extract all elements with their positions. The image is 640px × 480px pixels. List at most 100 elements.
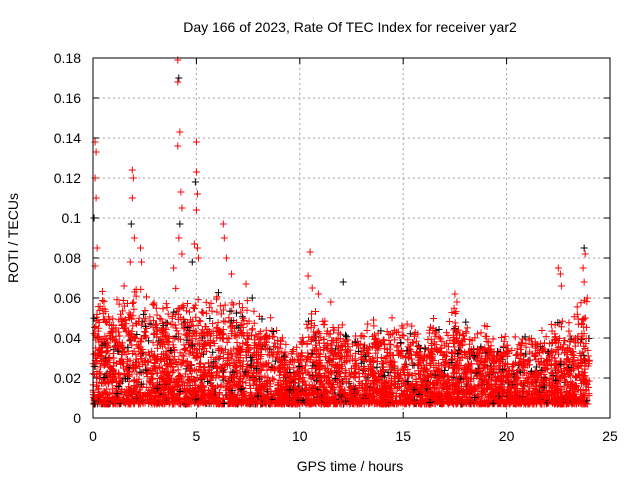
data-point: [405, 400, 413, 408]
data-point: [132, 396, 140, 404]
data-point: [461, 368, 469, 376]
data-point: [183, 300, 191, 308]
data-point: [217, 310, 225, 318]
data-point: [94, 316, 102, 324]
data-point: [491, 398, 499, 406]
data-point: [239, 314, 247, 322]
data-point: [464, 381, 472, 389]
data-point: [509, 395, 517, 403]
data-point: [119, 348, 127, 356]
data-point: [118, 385, 126, 393]
data-point: [540, 371, 548, 379]
data-point: [373, 343, 381, 351]
data-point: [361, 396, 369, 404]
data-point: [430, 389, 438, 397]
data-point: [437, 375, 445, 383]
data-point: [565, 319, 573, 327]
y-tick-label: 0.12: [54, 170, 81, 186]
data-point: [484, 338, 492, 346]
data-point: [228, 352, 236, 360]
data-point: [311, 341, 319, 349]
data-point: [383, 345, 391, 353]
data-point: [573, 373, 581, 381]
data-point: [171, 334, 179, 342]
data-point: [533, 376, 541, 384]
data-point: [352, 395, 360, 403]
data-point: [258, 315, 266, 323]
data-point: [274, 348, 282, 356]
data-point: [412, 337, 420, 345]
data-point: [161, 369, 169, 377]
data-point: [277, 359, 285, 367]
data-point: [516, 346, 524, 354]
data-point: [232, 319, 240, 327]
data-point: [97, 363, 105, 371]
data-point: [223, 334, 231, 342]
data-point: [554, 319, 562, 327]
data-point: [412, 381, 420, 389]
data-point: [416, 359, 424, 367]
data-point: [391, 336, 399, 344]
data-point: [156, 374, 164, 382]
data-point: [237, 308, 245, 316]
data-point: [451, 310, 459, 318]
data-point: [410, 386, 418, 394]
data-point: [474, 381, 482, 389]
data-point: [186, 308, 194, 316]
data-point: [373, 354, 381, 362]
data-point: [163, 303, 171, 311]
data-point: [134, 344, 142, 352]
data-point: [406, 330, 414, 338]
data-point: [162, 331, 170, 339]
data-point: [108, 377, 116, 385]
data-point: [245, 400, 253, 408]
data-point: [328, 347, 336, 355]
data-point: [112, 336, 120, 344]
data-point: [562, 395, 570, 403]
data-point: [230, 359, 238, 367]
data-point: [359, 344, 367, 352]
data-point: [373, 400, 381, 408]
data-point: [218, 373, 226, 381]
data-point: [476, 358, 484, 366]
y-tick-label: 0.1: [62, 210, 82, 226]
data-point: [149, 323, 157, 331]
data-point: [287, 349, 295, 357]
data-point: [572, 381, 580, 389]
data-point: [470, 400, 478, 408]
data-point: [201, 363, 209, 371]
data-point: [148, 395, 156, 403]
data-point: [94, 327, 102, 335]
data-point: [180, 315, 188, 323]
data-point: [553, 366, 561, 374]
data-point: [244, 343, 252, 351]
data-point: [149, 339, 157, 347]
data-point: [409, 339, 417, 347]
data-point: [557, 323, 565, 331]
data-point: [269, 375, 277, 383]
data-point: [337, 354, 345, 362]
data-point: [208, 307, 216, 315]
data-point: [483, 385, 491, 393]
data-point: [442, 329, 450, 337]
data-point: [206, 338, 214, 346]
data-point: [465, 385, 473, 393]
data-point: [296, 356, 304, 364]
data-point: [233, 339, 241, 347]
data-point: [140, 310, 148, 318]
data-point: [182, 330, 190, 338]
data-point: [331, 375, 339, 383]
data-point: [398, 352, 406, 360]
data-point: [145, 389, 153, 397]
data-point: [243, 306, 251, 314]
data-point: [353, 386, 361, 394]
data-point: [450, 340, 458, 348]
data-point: [191, 384, 199, 392]
data-point: [467, 368, 475, 376]
data-point: [357, 391, 365, 399]
data-point: [309, 372, 317, 380]
data-point: [105, 363, 113, 371]
data-point: [100, 387, 108, 395]
data-point: [304, 349, 312, 357]
data-point: [93, 358, 101, 366]
